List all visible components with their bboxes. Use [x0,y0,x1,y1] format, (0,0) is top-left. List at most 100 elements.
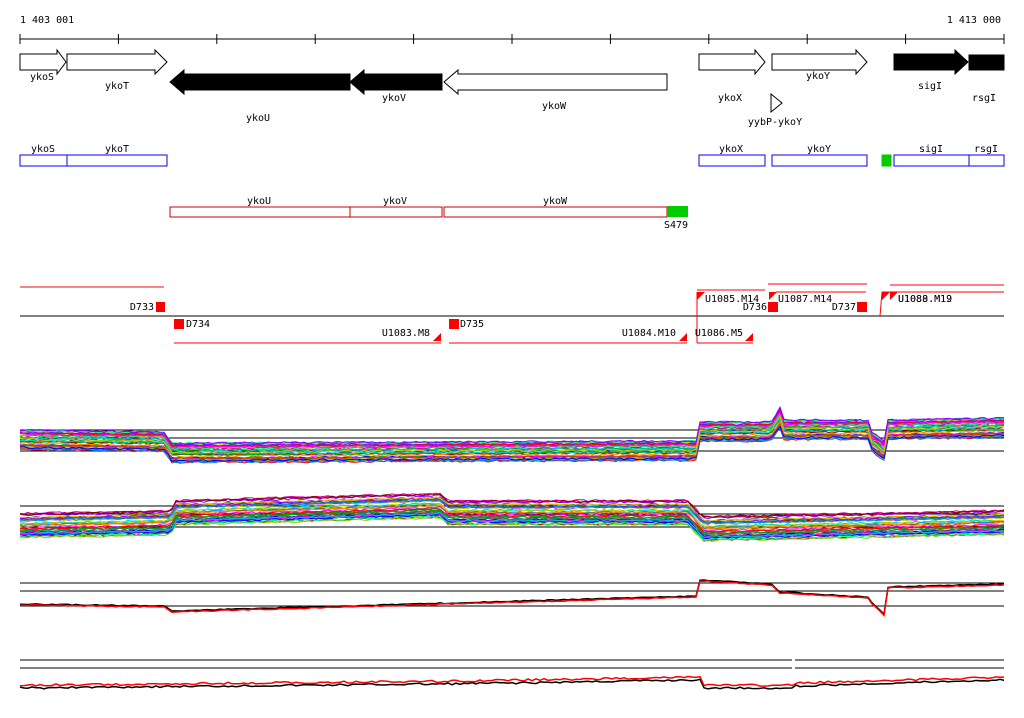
expression-panel-summary-forward [19,579,1005,617]
transcript-box-ykoW[interactable] [443,206,668,218]
expression-panel-summary-reverse [19,659,1005,690]
panel2-profile-line [19,497,1005,524]
segmentation-track: D733 U1085.M14 D736 U1087.M14 D737 U1088… [20,283,1004,344]
panel2-profile-line [19,504,1005,531]
gene-arrow-ykoT[interactable] [66,48,168,76]
panel3-profiles [19,579,1005,617]
transcript-box-ykoV[interactable] [349,206,443,218]
segment-label-D737: D737 [832,302,856,313]
gene-arrow-ykoS[interactable] [19,48,67,76]
gene-arrow-rsgI[interactable] [968,54,1005,71]
transcript-label-rsgI: rsgI [974,144,998,155]
transcript-label-sigI: sigI [919,144,943,155]
segment-label-D733: D733 [130,302,154,313]
segment-label-U1088-M19: U1088.M19 [898,294,952,305]
segment-flag-U1088-M19[interactable] [882,292,890,300]
transcript-track-forward [19,154,1005,167]
ruler-start-label: 1 403 001 [20,15,74,26]
gene-arrow-ykoV[interactable] [349,68,443,96]
segment-marker-D737[interactable] [857,302,867,312]
transcript-label-ykoY: ykoY [807,144,831,155]
segment-label-U1087-M14: U1087.M14 [778,294,832,305]
gene-arrow-ykoU[interactable] [169,68,351,96]
gene-label-rsgI: rsgI [972,93,996,104]
segment-label-U1085-M14: U1085.M14 [705,294,759,305]
segment-label-U1089-M12: U1089.M12 [898,294,952,305]
segment-tick-U1088 [879,291,883,317]
site-marker-green[interactable] [667,206,688,217]
segment-label-U1086-M5: U1086.M5 [695,328,743,339]
transcript-box-ykoX[interactable] [698,154,766,167]
segment-flag-U1089-M12[interactable] [890,292,898,300]
gene-arrow-ykoW[interactable] [443,68,668,96]
panel1-profile-line [19,419,1005,458]
segment-flag-U1087-M14[interactable] [769,292,777,300]
transcript-label-ykoU: ykoU [247,196,271,207]
panel1-profiles [19,405,1005,464]
transcript-box-ykoS[interactable] [19,154,68,167]
gene-label-ykoU: ykoU [246,113,270,124]
gene-arrow-sigI[interactable] [893,48,969,76]
panel2-profile-line [19,506,1005,532]
ruler-ticks [19,34,1005,44]
panel1-profile-line [19,415,1005,454]
panel1-profile-line [19,411,1005,449]
transcript-marker-green[interactable] [881,154,892,167]
gene-track: ykoS ykoT ykoU ykoV ykoW ykoX ykoY yybP-… [19,48,1005,128]
panel1-profile-line [19,422,1005,460]
segment-marker-D734[interactable] [174,319,184,329]
gene-arrow-ykoY[interactable] [771,48,868,76]
coordinate-ruler: 1 403 001 1 413 000 [19,15,1005,44]
expression-panel-forward [19,405,1005,464]
panel2-profile-line [19,493,1005,518]
segment-marker-D736[interactable] [768,302,778,312]
gene-label-ykoV: ykoV [382,93,406,104]
gene-label-ykoW: ykoW [542,101,567,112]
segment-label-U1083-M8: U1083.M8 [382,328,430,339]
gene-arrow-ykoX[interactable] [698,48,766,76]
expression-panel-reverse [19,492,1005,543]
transcript-box-ykoY[interactable] [771,154,868,167]
transcript-box-sigI[interactable] [893,154,970,167]
transcript-label-ykoX: ykoX [719,144,743,155]
transcript-label-ykoT: ykoT [105,144,129,155]
transcript-box-rsgI[interactable] [968,154,1005,167]
transcript-track-reverse [169,206,668,218]
panel4-profile-black [19,678,1005,690]
segment-flag-U1086-M5[interactable] [745,333,753,341]
panel2-profile-line [19,498,1005,525]
panel2-profile-line [19,515,1005,541]
segment-marker-D733[interactable] [156,302,165,312]
transcript-label-ykoS: ykoS [31,144,55,155]
segment-label-D735: D735 [460,319,484,330]
panel2-profile-line [19,516,1005,543]
gene-label-ykoY: ykoY [806,71,830,82]
panel1-profile-line [19,425,1005,464]
panel2-profiles [19,492,1005,543]
segment-flag-U1085-M14[interactable] [697,292,705,300]
terminator-label: yybP-ykoY [748,117,802,128]
segment-flag-U1084-M10[interactable] [679,333,687,341]
panel2-profile-line [19,492,1005,518]
panel4-profiles [19,675,1005,690]
transcript-box-ykoT[interactable] [66,154,168,167]
panel1-profile-line [19,406,1005,445]
panel4-profile-red [19,675,1005,687]
ruler-end-label: 1 413 000 [947,15,1001,26]
panel3-profile-red [20,580,1005,617]
transcript-label-ykoV: ykoV [383,196,407,207]
gene-label-ykoX: ykoX [718,93,742,104]
panel2-profile-line [19,509,1005,535]
terminator-marker[interactable] [770,92,783,114]
segment-marker-D735[interactable] [449,319,459,329]
segment-flag-U1083-M8[interactable] [433,333,441,341]
gene-label-sigI: sigI [918,81,942,92]
segment-label-D736: D736 [743,302,767,313]
transcript-box-ykoU[interactable] [169,206,351,218]
segment-label-D734: D734 [186,319,210,330]
panel1-profile-line [19,413,1005,452]
gene-label-ykoS: ykoS [30,72,54,83]
panel1-profile-line [19,425,1005,463]
